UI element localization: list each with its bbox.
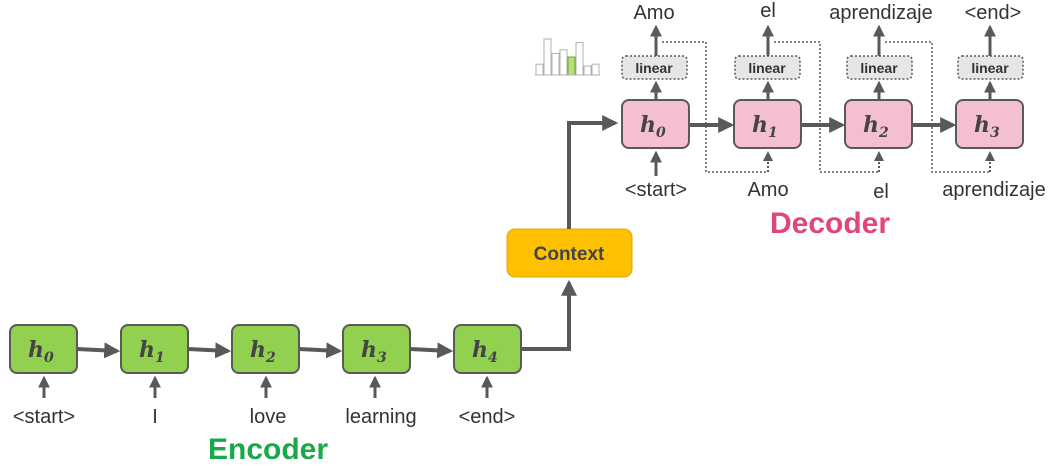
encoder-arrow-0-1 (76, 342, 121, 359)
encoder-state: h3 (342, 324, 411, 374)
encoder-state: h4 (453, 324, 522, 374)
linear-layer: linear (957, 55, 1024, 80)
svg-text:h1: h1 (752, 112, 778, 141)
histogram-bar (543, 38, 552, 76)
decoder-output-token: Amo (633, 2, 674, 24)
decoder-input-token: <start> (625, 179, 687, 201)
context-label: Context (534, 244, 605, 265)
svg-text:h0: h0 (640, 112, 666, 141)
histogram-bar (575, 42, 584, 76)
encoder-arrow-2-3 (298, 342, 343, 359)
svg-text:linear: linear (635, 60, 673, 76)
encoder-arrow-3-4 (409, 342, 454, 359)
decoder-output-token: el (760, 0, 776, 22)
encoder-state: h1 (120, 324, 189, 374)
svg-text:h1: h1 (139, 337, 165, 366)
feedback-path (662, 41, 768, 173)
decoder-state: h0 (621, 99, 690, 149)
linear-layer: linear (846, 55, 913, 80)
histogram-bar (567, 56, 576, 76)
feedback-path (774, 41, 879, 173)
context-to-decoder-arrow (567, 115, 619, 229)
svg-text:h2: h2 (863, 112, 889, 141)
svg-text:h3: h3 (361, 337, 387, 366)
decoder-state: h1 (733, 99, 802, 149)
svg-text:h0: h0 (28, 337, 54, 366)
encoder-state: h2 (231, 324, 300, 374)
encoder-arrow-1-2 (187, 342, 232, 359)
histogram-bar (551, 52, 560, 76)
decoder-output-token: <end> (965, 2, 1022, 24)
decoder: h0 h1 h2 h3 linear linear line (621, 0, 1046, 240)
svg-text:h3: h3 (974, 112, 1000, 141)
encoder-to-context-arrow (521, 279, 577, 351)
svg-text:h4: h4 (472, 337, 498, 366)
encoder-state: h0 (9, 324, 78, 374)
decoder-input-token: Amo (747, 179, 788, 201)
decoder-input-token: aprendizaje (942, 179, 1045, 201)
svg-text:linear: linear (860, 60, 898, 76)
svg-text:linear: linear (748, 60, 786, 76)
encoder-input-token: <start> (13, 406, 75, 428)
histogram-bar (535, 63, 544, 76)
encoder-input-token: love (250, 406, 287, 428)
decoder-state: h2 (844, 99, 913, 149)
decoder-state: h3 (955, 99, 1024, 149)
histogram-bar (559, 49, 568, 76)
encoder-title: Encoder (208, 433, 328, 466)
encoder-input-token: learning (345, 406, 416, 428)
svg-text:h2: h2 (250, 337, 276, 366)
encoder-input-token: I (152, 406, 158, 428)
linear-layer: linear (734, 55, 801, 80)
decoder-output-token: aprendizaje (829, 2, 932, 24)
encoder: h0 h1 h2 h3 h4 <start> I love learning <… (9, 324, 522, 466)
feedback-path (885, 41, 990, 173)
context-connector: Context (506, 115, 633, 351)
linear-layer: linear (621, 55, 688, 80)
decoder-title: Decoder (770, 207, 890, 240)
encoder-input-token: <end> (459, 406, 516, 428)
svg-text:linear: linear (971, 60, 1009, 76)
probability-histogram-icon (535, 38, 600, 76)
histogram-bar (591, 63, 600, 76)
decoder-input-token: el (873, 181, 889, 203)
histogram-bar (583, 65, 592, 76)
